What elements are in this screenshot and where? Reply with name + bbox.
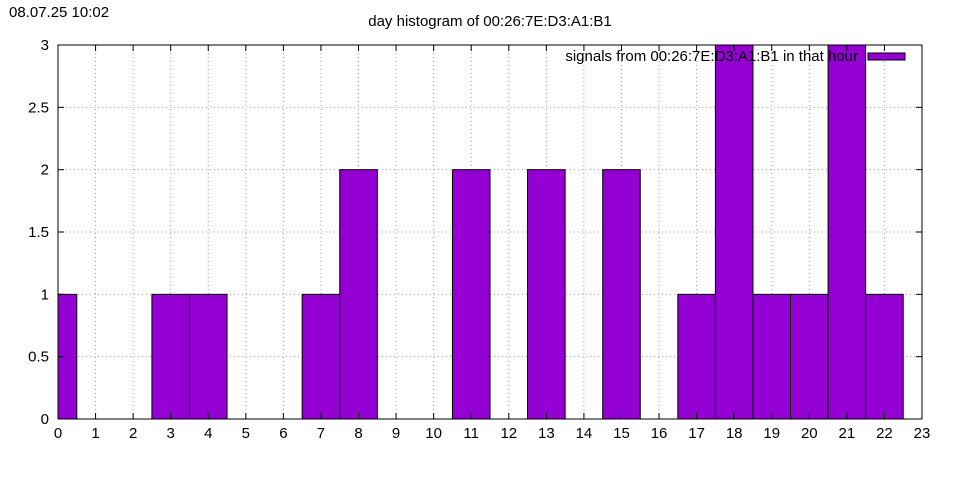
- x-tick-label: 13: [538, 425, 555, 442]
- chart-title: day histogram of 00:26:7E:D3:A1:B1: [368, 13, 611, 30]
- x-tick-label: 19: [763, 425, 780, 442]
- x-tick-label: 18: [726, 425, 743, 442]
- x-tick-label: 16: [651, 425, 668, 442]
- bar-hour-19: [752, 293, 792, 420]
- bar-hour-22: [865, 293, 904, 420]
- bar-hour-15: [602, 169, 641, 420]
- x-tick-label: 5: [242, 425, 250, 442]
- bar-hour-21: [827, 44, 867, 420]
- x-tick-label: 15: [613, 425, 630, 442]
- x-tick-label: 21: [839, 425, 856, 442]
- y-tick-label: 3: [41, 37, 49, 54]
- bar-hour-3: [151, 293, 190, 420]
- x-tick-label: 7: [317, 425, 325, 442]
- x-tick-label: 20: [801, 425, 818, 442]
- bar-hour-18: [714, 44, 754, 420]
- x-tick-label: 0: [54, 425, 62, 442]
- timestamp: 08.07.25 10:02: [9, 4, 110, 21]
- y-tick-label: 0.5: [28, 349, 49, 366]
- x-tick-label: 3: [167, 425, 175, 442]
- x-tick-label: 10: [425, 425, 442, 442]
- x-tick-label: 12: [500, 425, 517, 442]
- legend-label: signals from 00:26:7E:D3:A1:B1 in that h…: [565, 48, 858, 65]
- x-tick-label: 11: [463, 425, 479, 442]
- legend-swatch: [867, 52, 906, 61]
- y-tick-label: 1: [41, 286, 49, 303]
- x-tick-label: 8: [354, 425, 362, 442]
- x-tick-label: 9: [392, 425, 400, 442]
- x-tick-label: 2: [129, 425, 137, 442]
- y-tick-label: 0: [41, 411, 49, 428]
- bar-hour-20: [790, 293, 829, 420]
- x-tick-label: 17: [688, 425, 705, 442]
- y-tick-label: 2: [41, 162, 49, 179]
- x-tick-label: 23: [914, 425, 931, 442]
- x-tick-label: 14: [576, 425, 593, 442]
- y-tick-label: 1.5: [28, 224, 49, 241]
- bar-hour-11: [451, 169, 491, 420]
- bar-hour-7: [301, 293, 341, 420]
- x-tick-label: 6: [279, 425, 287, 442]
- x-tick-label: 4: [204, 425, 212, 442]
- bars: [57, 44, 904, 420]
- bar-hour-8: [339, 169, 378, 420]
- x-tick-label: 1: [91, 425, 99, 442]
- axes: 0 1 2 3 4 5 6 7 8 9 10 11 12 13 14 15 16 17 18 19 20 21 22 2300…: [28, 37, 930, 442]
- x-tick-label: 22: [876, 425, 893, 442]
- y-tick-label: 2.5: [28, 99, 49, 116]
- bar-hour-4: [188, 293, 228, 420]
- legend: signals from 00:26:7E:D3:A1:B1 in that h…: [565, 48, 906, 65]
- bar-hour-13: [527, 169, 566, 420]
- bar-hour-17: [677, 293, 716, 420]
